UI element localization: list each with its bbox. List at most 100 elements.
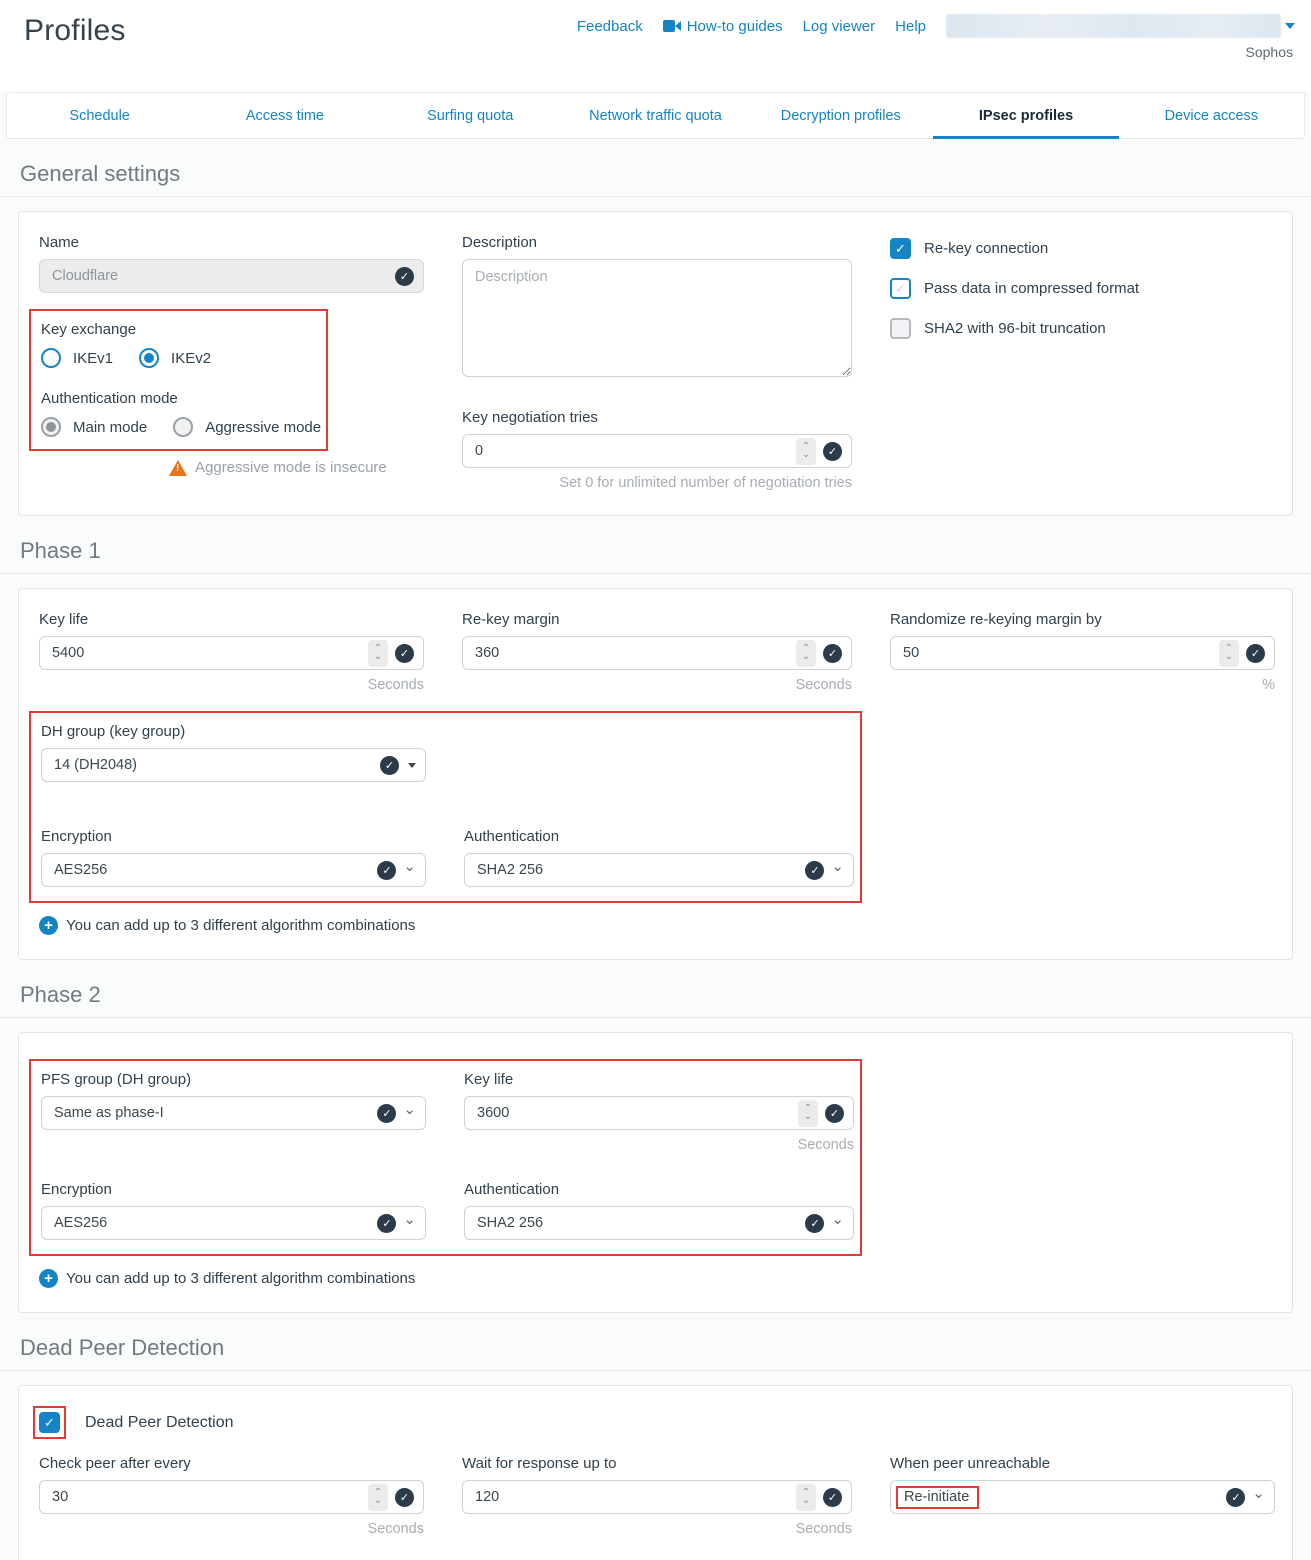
tab-surfing-quota[interactable]: Surfing quota <box>427 107 514 124</box>
radio-main-mode <box>41 417 61 437</box>
add-icon[interactable]: + <box>39 916 58 935</box>
valid-check-icon: ✓ <box>395 643 414 663</box>
radio-aggressive-mode <box>173 417 194 437</box>
dpd-check-peer-label: Check peer after every <box>39 1455 191 1472</box>
p1-authentication-label: Authentication <box>464 828 560 845</box>
tab-schedule[interactable]: Schedule <box>69 107 130 124</box>
valid-check-icon: ✓ <box>377 1103 397 1123</box>
number-stepper[interactable]: ⌃ ⌄ <box>796 437 816 465</box>
name-input <box>52 268 388 284</box>
number-stepper[interactable]: ⌃ ⌄ <box>1219 639 1239 667</box>
section-divider <box>0 1370 1311 1371</box>
p2-encryption-select[interactable]: AES256 ✓ ⌄ <box>41 1206 426 1240</box>
dpd-when-unreachable-select[interactable]: Re-initiate ✓ ⌄ <box>890 1480 1275 1514</box>
dpd-when-unreachable-label: When peer unreachable <box>890 1455 1051 1472</box>
dpd-enable-label[interactable]: Dead Peer Detection <box>85 1413 234 1431</box>
p1-key-life-field[interactable]: ⌃⌄ ✓ <box>39 636 424 670</box>
valid-check-icon: ✓ <box>823 441 842 461</box>
annotation-box-phase2-algorithms: PFS group (DH group) Same as phase-I ✓ ⌄… <box>29 1059 862 1256</box>
p1-add-combination-note: + You can add up to 3 different algorith… <box>39 916 1272 935</box>
dpd-wait-response-input[interactable] <box>475 1489 789 1505</box>
tab-device-access[interactable]: Device access <box>1164 107 1259 124</box>
p1-rekey-margin-input[interactable] <box>475 645 789 661</box>
valid-check-icon: ✓ <box>377 1213 397 1233</box>
chevron-down-icon: ⌄ <box>831 1211 844 1228</box>
p2-pfs-group-select[interactable]: Same as phase-I ✓ ⌄ <box>41 1096 426 1130</box>
radio-ikev1-label[interactable]: IKEv1 <box>73 349 114 367</box>
section-divider <box>0 1017 1311 1018</box>
brand-label: Sophos <box>1245 44 1293 60</box>
help-link[interactable]: Help <box>895 17 926 35</box>
section-divider <box>0 196 1311 197</box>
p2-key-life-input[interactable] <box>477 1105 791 1121</box>
p2-authentication-select[interactable]: SHA2 256 ✓ ⌄ <box>464 1206 854 1240</box>
dpd-check-peer-input[interactable] <box>52 1489 361 1505</box>
p1-authentication-select[interactable]: SHA2 256 ✓ ⌄ <box>464 853 854 887</box>
howto-guides-link[interactable]: How-to guides <box>662 18 783 35</box>
p1-dh-group-label: DH group (key group) <box>41 723 186 740</box>
phase2-heading: Phase 2 <box>20 982 101 1007</box>
p1-dh-group-select[interactable]: 14 (DH2048) ✓ <box>41 748 426 782</box>
number-stepper[interactable]: ⌃ ⌄ <box>798 1099 818 1127</box>
dpd-enable-checkbox[interactable]: ✓ <box>39 1412 60 1433</box>
radio-main-mode-label: Main mode <box>73 418 148 436</box>
auth-mode-label: Authentication mode <box>41 390 178 407</box>
dpd-card: ✓ Dead Peer Detection Check peer after e… <box>18 1385 1293 1560</box>
number-stepper[interactable]: ⌃ ⌄ <box>796 1483 816 1511</box>
chevron-down-icon: ⌄ <box>403 858 416 875</box>
p1-randomize-input[interactable] <box>903 645 1212 661</box>
redacted-account-name <box>946 14 1281 38</box>
p1-rekey-margin-field[interactable]: ⌃⌄ ✓ <box>462 636 852 670</box>
chevron-down-icon: ⌄ <box>831 858 844 875</box>
p1-key-life-unit: Seconds <box>367 677 424 693</box>
p1-rekey-margin-unit: Seconds <box>795 677 852 693</box>
dpd-check-peer-field[interactable]: ⌃⌄ ✓ <box>39 1480 424 1514</box>
description-textarea[interactable] <box>462 259 852 377</box>
name-label: Name <box>39 234 80 251</box>
p2-authentication-label: Authentication <box>464 1181 560 1198</box>
compressed-format-checkbox[interactable]: ✓ <box>890 278 911 299</box>
radio-ikev2-label[interactable]: IKEv2 <box>171 349 212 367</box>
key-exchange-label: Key exchange <box>41 321 137 338</box>
p2-key-life-label: Key life <box>464 1071 514 1088</box>
radio-ikev2[interactable] <box>139 348 160 368</box>
annotation-box-reinitiate: Re-initiate <box>896 1485 980 1509</box>
tab-ipsec-profiles[interactable]: IPsec profiles <box>933 93 1119 139</box>
p2-key-life-field[interactable]: ⌃⌄ ✓ <box>464 1096 854 1130</box>
key-negotiation-input[interactable] <box>475 443 789 459</box>
feedback-link[interactable]: Feedback <box>576 17 643 35</box>
number-stepper[interactable]: ⌃ ⌄ <box>796 639 816 667</box>
account-selector[interactable] <box>946 14 1295 38</box>
key-negotiation-field[interactable]: ⌃⌄ ✓ <box>462 434 852 468</box>
number-stepper[interactable]: ⌃ ⌄ <box>368 1483 388 1511</box>
chevron-down-icon <box>1285 23 1295 29</box>
tab-decryption-profiles[interactable]: Decryption profiles <box>780 107 901 124</box>
page-header: Profiles Feedback How-to guides Log view… <box>0 0 1311 92</box>
valid-check-icon: ✓ <box>805 860 825 880</box>
chevron-down-icon: ⌄ <box>1252 1485 1265 1502</box>
dpd-wait-response-field[interactable]: ⌃⌄ ✓ <box>462 1480 852 1514</box>
phase1-card: Key life ⌃⌄ ✓ Seconds Re-key margin ⌃⌄ ✓… <box>18 588 1293 960</box>
tab-access-time[interactable]: Access time <box>245 107 324 124</box>
sha2-truncation-checkbox: ✓ <box>890 318 911 339</box>
compressed-format-label[interactable]: Pass data in compressed format <box>924 280 1140 297</box>
rekey-connection-checkbox[interactable]: ✓ <box>890 238 911 259</box>
p1-randomize-field[interactable]: ⌃⌄ ✓ <box>890 636 1275 670</box>
phase1-heading: Phase 1 <box>20 538 101 563</box>
log-viewer-link[interactable]: Log viewer <box>802 17 876 35</box>
p2-key-life-unit: Seconds <box>797 1137 854 1153</box>
number-stepper[interactable]: ⌃ ⌄ <box>368 639 388 667</box>
radio-ikev1[interactable] <box>41 348 61 368</box>
valid-check-icon: ✓ <box>377 860 397 880</box>
p1-encryption-select[interactable]: AES256 ✓ ⌄ <box>41 853 426 887</box>
rekey-connection-label[interactable]: Re-key connection <box>924 240 1049 257</box>
tab-network-traffic-quota[interactable]: Network traffic quota <box>589 107 722 124</box>
key-negotiation-label: Key negotiation tries <box>462 409 598 426</box>
p1-key-life-input[interactable] <box>52 645 361 661</box>
annotation-box-phase1-algorithms: DH group (key group) 14 (DH2048) ✓ Encry… <box>29 711 862 903</box>
add-icon[interactable]: + <box>39 1269 58 1288</box>
general-settings-heading: General settings <box>20 161 181 186</box>
key-negotiation-helper: Set 0 for unlimited number of negotiatio… <box>559 475 852 491</box>
warning-icon <box>169 459 187 476</box>
valid-check-icon: ✓ <box>1226 1487 1246 1507</box>
